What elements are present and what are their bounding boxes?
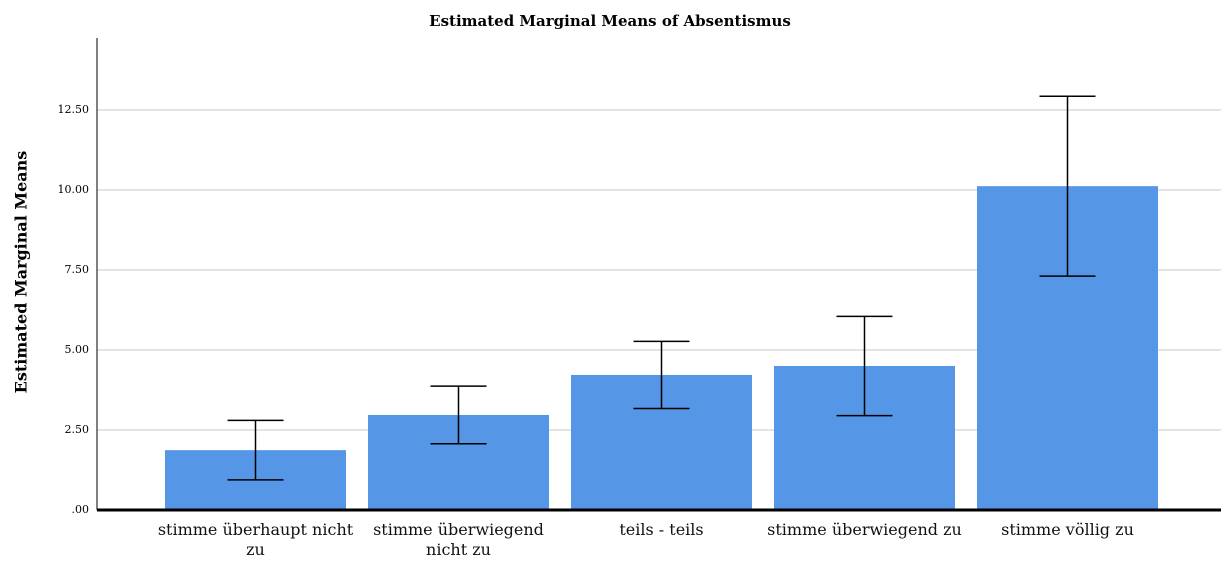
y-axis-label: Estimated Marginal Means [12, 151, 31, 394]
x-tick-label: stimme überwiegend zu [767, 520, 962, 539]
x-tick-label: stimme überhaupt nicht zu [157, 520, 354, 559]
x-tick-label: teils - teils [619, 520, 704, 539]
y-tick-label: 5.00 [65, 343, 90, 356]
y-tick-label: 10.00 [58, 183, 90, 196]
x-tick-label: stimme völlig zu [1001, 520, 1134, 539]
x-tick-label: stimme überwiegend nicht zu [373, 520, 544, 559]
y-tick-label: .00 [72, 503, 90, 516]
y-tick-label: 12.50 [58, 103, 90, 116]
y-tick-label: 7.50 [65, 263, 90, 276]
chart-title: Estimated Marginal Means of Absentismus [429, 12, 791, 30]
y-tick-label: 2.50 [65, 423, 90, 436]
